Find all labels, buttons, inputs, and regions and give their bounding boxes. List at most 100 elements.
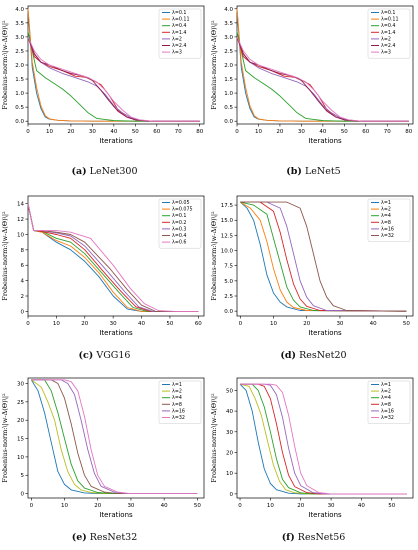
series-line [240, 201, 407, 312]
x-tick-label: 60 [153, 129, 160, 135]
x-tick-label: 70 [175, 129, 182, 135]
series-line [31, 379, 198, 495]
legend-label: λ=2.4 [172, 43, 187, 49]
y-tick-label: 15 [17, 437, 24, 443]
x-tick-label: 30 [89, 129, 96, 135]
y-tick-label: 0 [21, 309, 25, 315]
x-tick-label: 10 [267, 503, 274, 509]
x-tick-label: 0 [235, 129, 239, 135]
caption-letter: (c) [78, 350, 94, 361]
chart-b: 0 10 20 30 40 50 60 70 80 0.0 0.5 1.0 1.5 2.0 2.5 3.0 3.… [210, 5, 414, 145]
y-tick-label: 0 [230, 492, 234, 498]
y-tick-label: 2.0 [224, 63, 233, 69]
y-tick-label: 10 [226, 471, 233, 477]
plot-area: 0 10 20 30 40 50 60 70 80 0.0 0.5 1.0 1.5 2.0 2.5 3.0 3.… [1, 5, 205, 145]
y-tick-label: 12.5 [221, 233, 234, 239]
plot-area: 0 10 20 30 40 50 60 0 2 4 6 8 10 12 14 Iterations Froben… [1, 195, 205, 337]
x-tick-label: 20 [303, 321, 310, 327]
axes-frame [236, 195, 414, 317]
legend-label: λ=0.11 [172, 17, 190, 23]
caption-letter: (e) [71, 532, 87, 543]
legend-label: λ=0.4 [172, 23, 187, 29]
series-line [30, 379, 198, 495]
x-tick-label: 60 [195, 321, 202, 327]
x-tick-label: 20 [81, 321, 88, 327]
axes-frame [27, 377, 205, 499]
chart-e: 0 10 20 30 40 50 0 5 10 15 20 25 30 Iterations Frobeni… [1, 377, 205, 519]
x-tick-label: 20 [297, 503, 304, 509]
x-tick-label: 40 [161, 503, 168, 509]
y-tick-label: 20 [17, 418, 24, 424]
legend-label: λ=16 [172, 408, 185, 414]
caption-letter: (d) [280, 350, 297, 361]
y-tick-label: 30 [226, 430, 233, 436]
series-line [31, 379, 198, 495]
y-tick-label: 7.5 [224, 264, 233, 270]
legend-label: λ=0.6 [172, 240, 187, 246]
x-tick-label: 0 [30, 503, 34, 509]
x-tick-label: 0 [238, 503, 242, 509]
chart-f: 0 10 20 30 40 50 0 10 20 30 40 50 Iterations Frobeniu… [210, 377, 414, 519]
legend-label: λ=3 [381, 50, 391, 56]
legend-label: λ=2 [172, 36, 182, 42]
chart-panel-b: 0 10 20 30 40 50 60 70 80 0.0 0.5 1.0 1.5 2.0 2.5 3.0 3.… [209, 0, 418, 166]
x-tick-label: 40 [110, 129, 117, 135]
y-axis-label: Frobenius-norm:\|w-Δ(Θ)\|² [1, 393, 9, 483]
chart-panel-c: 0 10 20 30 40 50 60 0 2 4 6 8 10 12 14 Iterations Froben… [0, 188, 209, 350]
y-tick-label: 50 [226, 388, 233, 394]
legend-label: λ=0.4 [172, 233, 187, 239]
y-tick-label: 12 [17, 217, 24, 223]
x-tick-label: 30 [110, 321, 117, 327]
legend-label: λ=8 [381, 402, 391, 408]
legend-label: λ=2 [381, 36, 391, 42]
legend-label: λ=0.11 [381, 17, 399, 23]
series-line [239, 383, 407, 495]
legend-label: λ=4 [381, 213, 391, 219]
legend-box [367, 198, 411, 242]
chart-panel-f: 0 10 20 30 40 50 0 10 20 30 40 50 Iterations Frobeniu… [209, 370, 418, 532]
y-tick-label: 10 [17, 455, 24, 461]
x-tick-label: 0 [26, 321, 30, 327]
caption-text: VGG16 [96, 350, 131, 361]
axes-frame [27, 195, 205, 317]
legend-label: λ=0.4 [381, 23, 396, 29]
series-line [240, 201, 407, 312]
legend-box [367, 380, 411, 424]
x-axis-label: Iterations [99, 511, 133, 519]
chart-panel-a: 0 10 20 30 40 50 60 70 80 0.0 0.5 1.0 1.5 2.0 2.5 3.0 3.… [0, 0, 209, 166]
caption-b: (b) LeNet5 [209, 166, 418, 177]
caption-text: ResNet32 [89, 532, 138, 543]
legend-label: λ=0.075 [172, 207, 193, 213]
y-tick-label: 17.5 [221, 203, 234, 209]
series-line [240, 383, 407, 495]
y-tick-label: 0.0 [224, 309, 233, 315]
legend: λ=1λ=2λ=4λ=8λ=16λ=32 [367, 380, 411, 424]
caption-text: LeNet5 [304, 166, 341, 177]
chart-c: 0 10 20 30 40 50 60 0 2 4 6 8 10 12 14 Iterations Froben… [1, 195, 205, 337]
y-tick-label: 4.0 [224, 7, 233, 13]
y-tick-label: 2.5 [224, 294, 233, 300]
legend-label: λ=32 [381, 415, 394, 421]
y-tick-label: 6 [21, 263, 25, 269]
x-tick-label: 0 [239, 321, 243, 327]
y-tick-label: 40 [226, 409, 233, 415]
legend-label: λ=0.1 [172, 213, 187, 219]
caption-text: LeNet300 [89, 166, 138, 177]
y-tick-label: 3.0 [224, 35, 233, 41]
legend-label: λ=1 [381, 200, 391, 206]
series-line [27, 36, 200, 122]
caption-letter: (f) [281, 532, 295, 543]
legend-label: λ=8 [381, 220, 391, 226]
legend-label: λ=16 [381, 408, 394, 414]
x-axis-label: Iterations [99, 137, 133, 145]
y-tick-label: 8 [21, 248, 25, 254]
x-tick-label: 30 [127, 503, 134, 509]
x-tick-label: 80 [196, 129, 203, 135]
x-tick-label: 20 [276, 129, 283, 135]
y-tick-label: 1.0 [224, 91, 233, 97]
y-tick-label: 4 [21, 279, 25, 285]
y-tick-label: 3.5 [15, 21, 24, 27]
caption-text: ResNet20 [299, 350, 347, 361]
y-tick-label: 15.0 [221, 218, 234, 224]
